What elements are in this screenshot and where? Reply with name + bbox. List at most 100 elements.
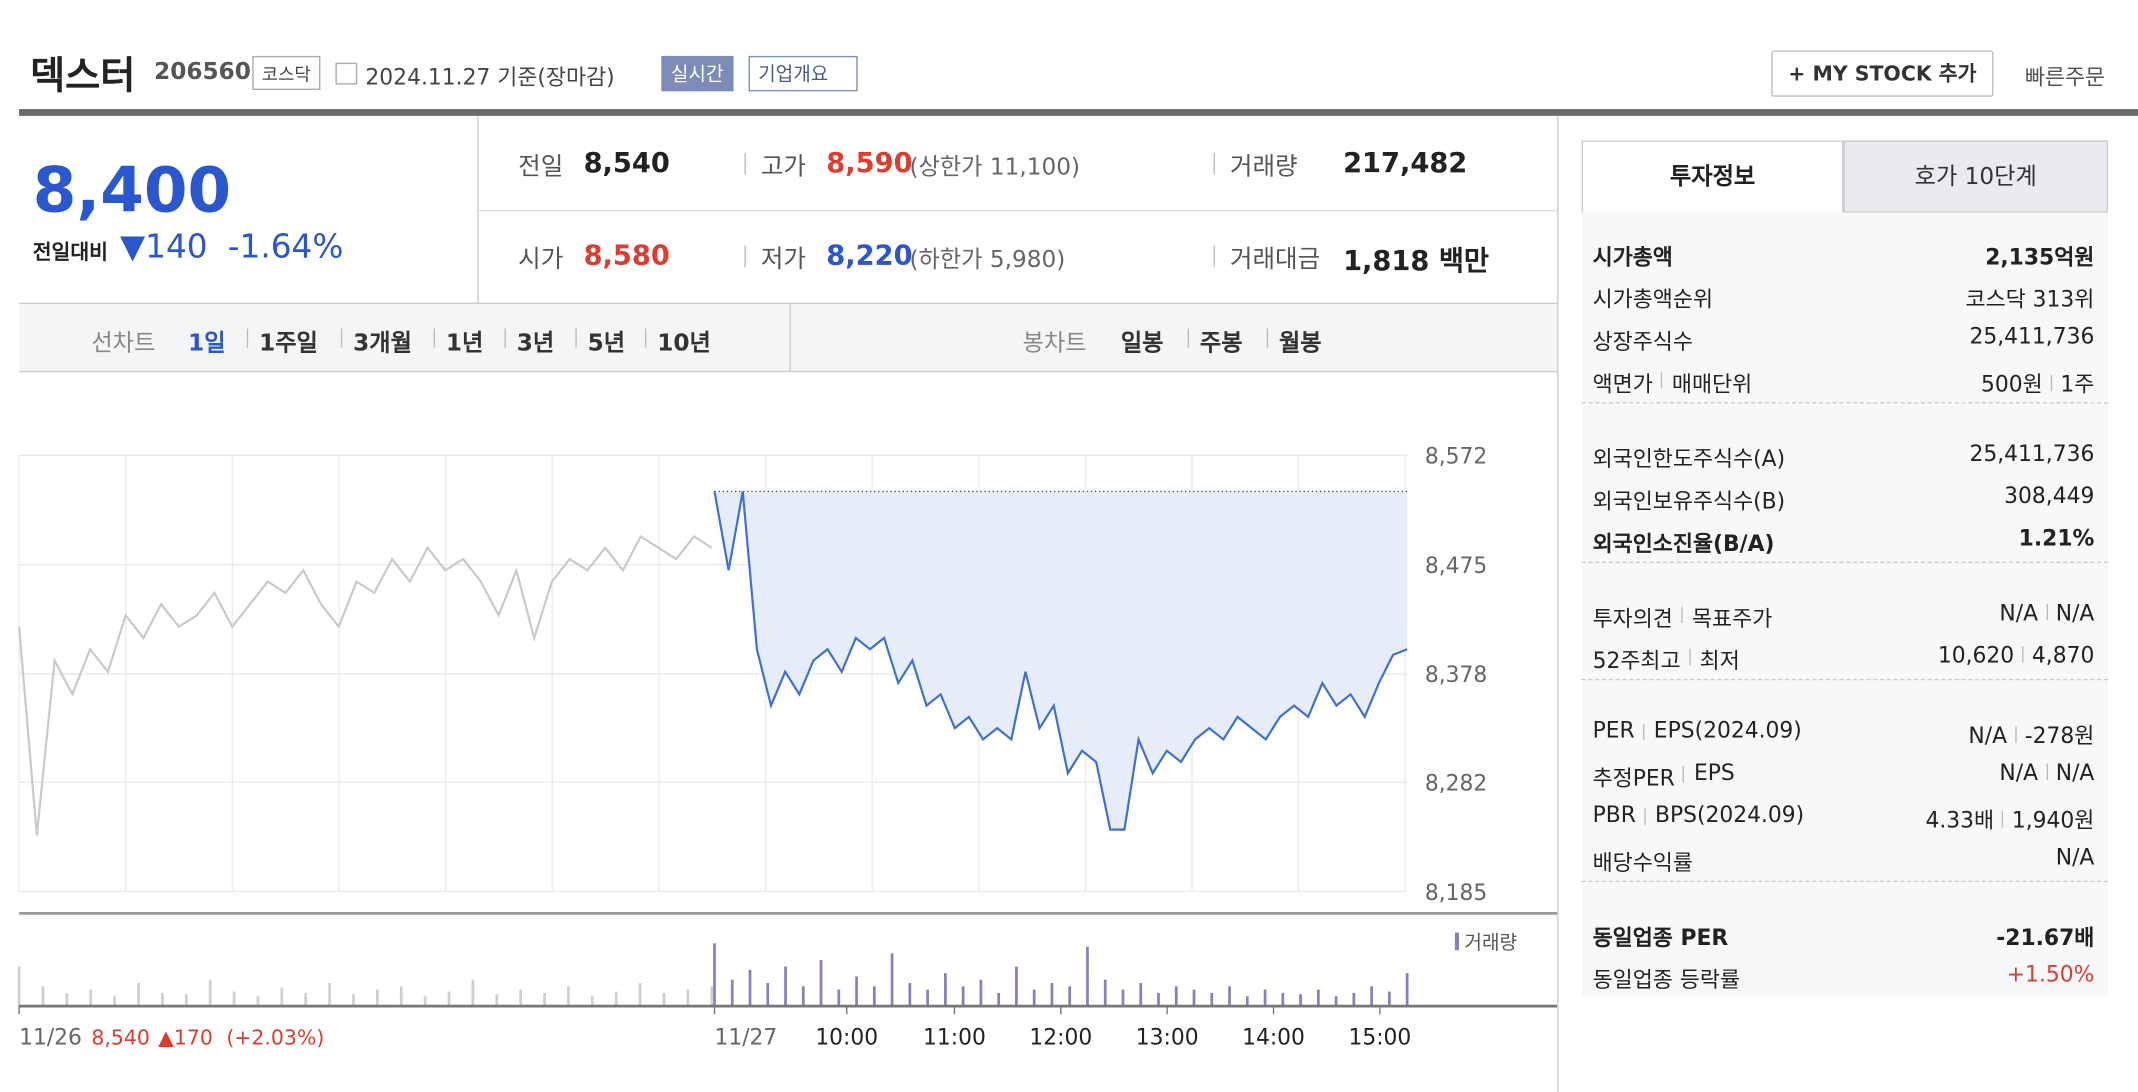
change-label: 전일대비 [32,239,108,265]
info-label: 52주최고 [1592,647,1681,674]
info-value: N/A [2055,759,2095,786]
info-value: N/A [1968,722,2008,749]
period-tab[interactable]: 1년 [445,329,484,358]
info-label: 매매단위 [1671,370,1753,397]
quote-label: 고가 [760,152,807,182]
separator [246,328,249,348]
period-tab[interactable]: 1주일 [259,329,318,358]
info-label: 추정PER [1592,764,1675,791]
y-tick-label: 8,572 [1425,445,1487,470]
info-value: N/A [2055,599,2095,626]
dashed-divider [1581,402,2109,404]
tab[interactable]: 호가 10단계 [1843,140,2109,213]
period-tab[interactable]: 일봉 [1120,329,1164,358]
volume-legend-swatch [1454,932,1459,951]
quote-value: 1,818 백만 [1343,244,1490,277]
volume-bar [1086,946,1089,1007]
volume-bar [352,994,355,1007]
price-line [18,534,713,836]
separator [1683,766,1685,783]
quote-label: 시가 [518,245,564,275]
volume-bar [979,979,983,1007]
info-value-group: 4.33배 1,940원 [1925,802,2094,835]
volume-bar [328,983,331,1007]
info-value: 1,940원 [2011,807,2095,833]
info-label: PER [1592,717,1635,743]
mystock-button[interactable]: + MY STOCK 추가 [1771,50,1994,97]
x-tick-label: 11/27 [714,1025,777,1050]
x-tick-label: 11:00 [923,1025,986,1050]
calendar-icon [335,62,358,85]
volume-bar [1316,989,1320,1007]
volume-bar [961,986,965,1007]
info-value: 308,449 [2004,482,2095,509]
separator [744,245,746,268]
info-value-group: 코스닥 313위 [1965,281,2094,314]
quote-value: 8,580 [583,238,670,272]
company-button[interactable]: 기업개요 [748,55,858,92]
x-tick-label: 15:00 [1348,1025,1411,1050]
info-value-group: 25,411,736 [1969,440,2094,466]
divider [1557,115,1559,1092]
volume-bar [1032,989,1036,1007]
quote-label: 거래대금 [1229,245,1321,275]
info-value-group: 1.21% [2019,525,2095,551]
volume-bar [1210,992,1214,1007]
volume-bar [1174,986,1178,1007]
volume-bar [1334,996,1338,1007]
volume-bar [801,986,805,1007]
volume-bar [17,966,21,1007]
volume-bar [1370,986,1373,1007]
period-tab[interactable]: 5년 [587,329,626,358]
separator [2046,603,2048,621]
tab-active[interactable]: 투자정보 [1581,140,1844,213]
separator [1642,723,1645,741]
period-tab[interactable]: 1일 [188,329,226,358]
invest-panel [1581,212,2109,997]
volume-bar [590,996,594,1007]
info-label: 외국인보유주식수(B) [1592,488,1786,514]
volume-bar [908,983,912,1007]
separator [644,328,647,348]
info-label: 외국인소진율(B/A) [1592,530,1775,557]
market-badge: 코스닥 [252,55,321,90]
quick-order[interactable]: 빠른주문 [2024,64,2106,90]
volume-bar [713,943,716,1007]
period-tab[interactable]: 3개월 [353,329,412,358]
prev-close: 8,540 [91,1025,150,1049]
volume-bar [208,979,212,1007]
tab-bar [19,302,1558,373]
volume-bar [1139,983,1143,1007]
volume-bar [1263,989,1267,1007]
info-value: 25,411,736 [1969,440,2095,467]
quote-label: 저가 [760,245,807,275]
divider [478,209,1558,212]
info-value-group: -21.67배 [1996,919,2094,952]
volume-legend: 거래량 [1464,932,1517,954]
period-tab[interactable]: 10년 [657,329,711,358]
dashed-divider [1581,880,2109,883]
info-label: 목표주가 [1691,605,1773,632]
info-label: 최저 [1699,647,1740,674]
separator [2022,646,2024,663]
volume-bar [890,953,894,1007]
volume-bar [837,989,841,1007]
volume-bar [1281,992,1285,1007]
info-label: 시가총액순위 [1592,286,1714,313]
separator [2002,811,2004,828]
info-value-group: 25,411,736 [1969,323,2094,349]
volume-bar [567,986,570,1007]
prev-change: ▲170 [158,1025,213,1049]
info-value-group: 500원 1주 [1981,365,2094,398]
price-line [713,491,1408,831]
change-rate: -1.64% [227,227,344,266]
period-tab[interactable]: 주봉 [1199,329,1243,358]
quote-extra: (상한가 11,100) [909,154,1081,182]
separator [1213,152,1215,175]
volume-bar [944,973,947,1007]
realtime-badge[interactable]: 실시간 [661,55,734,92]
volume-bar [113,996,116,1007]
period-tab[interactable]: 3년 [516,329,555,358]
period-tab[interactable]: 월봉 [1278,329,1322,358]
separator [2050,374,2053,392]
